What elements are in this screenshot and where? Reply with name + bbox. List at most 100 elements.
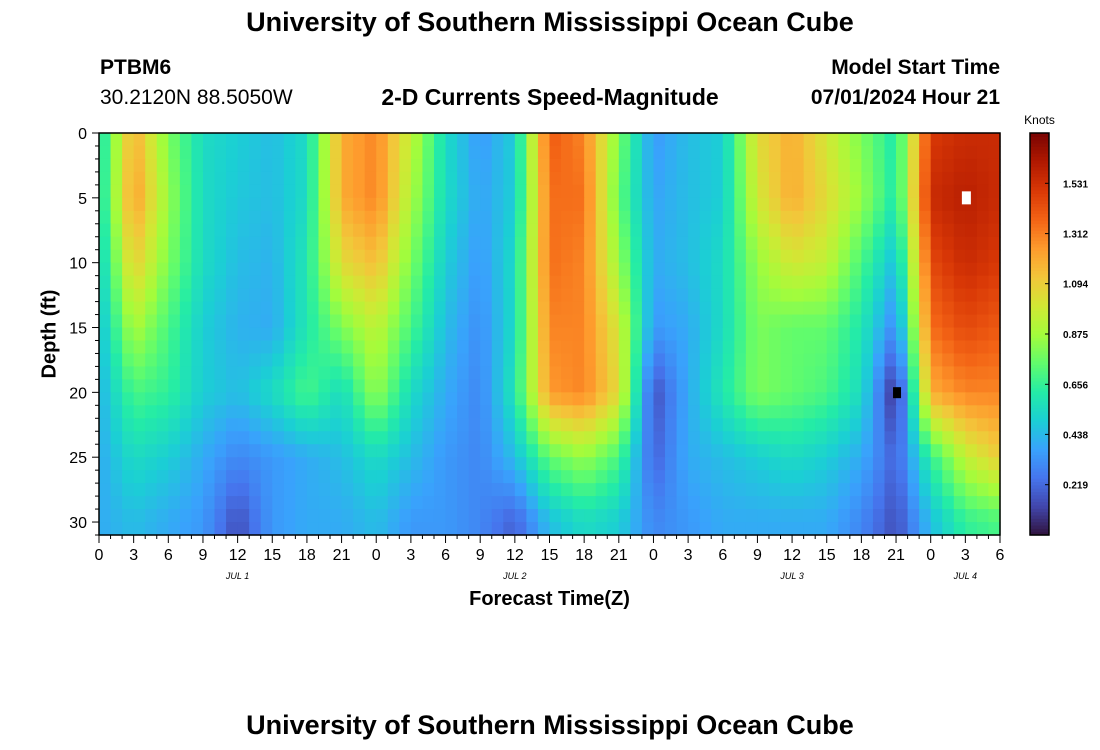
heatmap-cell <box>480 301 493 316</box>
heatmap-cell <box>561 210 574 225</box>
heatmap-cell <box>561 223 574 238</box>
heatmap-cell <box>872 340 886 355</box>
heatmap-cell <box>110 249 123 264</box>
heatmap-cell <box>780 133 793 147</box>
heatmap-cell <box>849 470 862 484</box>
heatmap-cell <box>410 314 424 329</box>
heatmap-cell <box>561 314 574 329</box>
heatmap-cell <box>757 522 770 536</box>
heatmap-cell <box>272 184 285 199</box>
heatmap-cell <box>884 483 897 497</box>
heatmap-cell <box>676 470 689 484</box>
colorbar-segment <box>1030 394 1049 399</box>
heatmap-cell <box>711 418 724 432</box>
heatmap-cell <box>768 431 782 445</box>
heatmap-cell <box>341 236 354 251</box>
heatmap-cell <box>711 223 724 238</box>
heatmap-cell <box>376 379 389 393</box>
heatmap-cell <box>133 457 146 471</box>
heatmap-cell <box>792 249 805 264</box>
heatmap-cell <box>768 444 782 458</box>
heatmap-cell <box>306 379 320 393</box>
heatmap-cell <box>480 457 493 471</box>
heatmap-cell <box>249 184 262 199</box>
heatmap-cell <box>838 236 851 251</box>
heatmap-cell <box>202 379 216 393</box>
heatmap-cell <box>815 223 828 238</box>
heatmap-cell <box>110 340 123 355</box>
heatmap-cell <box>780 470 793 484</box>
heatmap-cell <box>122 171 135 186</box>
heatmap-cell <box>595 483 608 497</box>
heatmap-cell <box>145 392 158 406</box>
heatmap-cell <box>237 262 250 277</box>
heatmap-cell <box>849 288 862 303</box>
heatmap-cell <box>341 405 354 419</box>
heatmap-cell <box>849 457 862 471</box>
heatmap-cell <box>318 483 331 497</box>
heatmap-cell <box>838 158 851 173</box>
heatmap-cell <box>584 210 597 225</box>
heatmap-cell <box>780 366 793 380</box>
heatmap-cell <box>641 210 655 225</box>
heatmap-cell <box>618 340 631 355</box>
heatmap-cell <box>572 327 585 342</box>
heatmap-cell <box>815 470 828 484</box>
heatmap-cell <box>491 210 504 225</box>
heatmap-cell <box>387 197 400 212</box>
heatmap-cell <box>468 249 481 264</box>
heatmap-cell <box>665 262 678 277</box>
heatmap-cell <box>572 340 585 355</box>
heatmap-cell <box>214 262 227 277</box>
heatmap-cell <box>584 431 597 445</box>
heatmap-cell <box>745 223 759 238</box>
heatmap-cell <box>422 470 435 484</box>
heatmap-cell <box>283 444 296 458</box>
date-label: JUL 3 <box>779 571 803 581</box>
heatmap-cell <box>503 405 516 419</box>
heatmap-cell <box>815 418 828 432</box>
heatmap-cell <box>110 275 123 290</box>
heatmap-cell <box>503 418 516 432</box>
heatmap-cell <box>422 353 435 368</box>
heatmap-cell <box>561 262 574 277</box>
heatmap-cell <box>330 158 343 173</box>
heatmap-cell <box>988 522 1001 536</box>
heatmap-cell <box>768 405 782 419</box>
heatmap-cell <box>884 470 897 484</box>
heatmap-cell <box>191 314 204 329</box>
heatmap-cell <box>491 470 504 484</box>
heatmap-cell <box>607 392 620 406</box>
heatmap-cell <box>872 249 886 264</box>
heatmap-cell <box>468 171 481 186</box>
heatmap-cell <box>422 249 435 264</box>
heatmap-cell <box>838 288 851 303</box>
heatmap-cell <box>699 197 712 212</box>
heatmap-cell <box>872 405 886 419</box>
heatmap-cell <box>433 418 447 432</box>
heatmap-cell <box>306 457 320 471</box>
heatmap-cell <box>641 444 655 458</box>
heatmap-cell <box>376 210 389 225</box>
heatmap-cell <box>191 301 204 316</box>
colorbar-segment <box>1030 317 1049 322</box>
heatmap-cell <box>907 470 920 484</box>
heatmap-cell <box>884 522 897 536</box>
heatmap-cell <box>688 379 701 393</box>
heatmap-cell <box>237 366 250 380</box>
heatmap-cell <box>503 236 516 251</box>
colorbar-segment <box>1030 404 1049 409</box>
heatmap-cell <box>110 483 123 497</box>
heatmap-cell <box>514 314 527 329</box>
heatmap-cell <box>526 236 539 251</box>
heatmap-cell <box>272 379 285 393</box>
heatmap-cell <box>803 483 816 497</box>
heatmap-cell <box>965 431 978 445</box>
heatmap-cell <box>457 210 470 225</box>
heatmap-cell <box>803 379 816 393</box>
heatmap-cell <box>272 470 285 484</box>
x-tick-label: 0 <box>95 547 104 564</box>
heatmap-cell <box>849 392 862 406</box>
heatmap-cell <box>168 236 181 251</box>
colorbar-segment <box>1030 193 1049 198</box>
